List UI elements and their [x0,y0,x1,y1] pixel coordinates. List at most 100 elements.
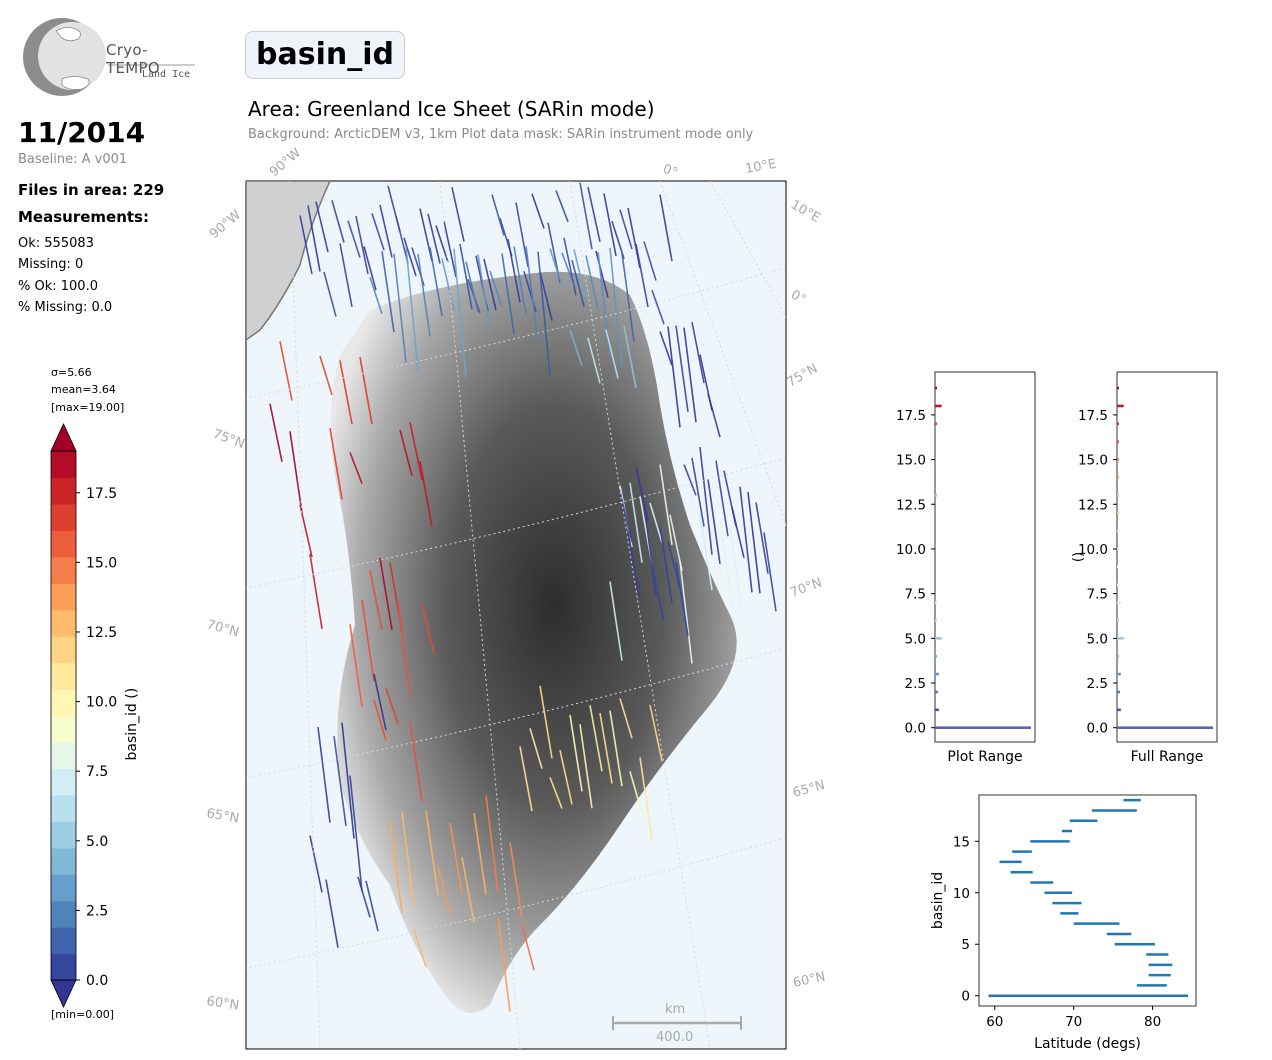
lon-label-10e-side: 10°E [788,197,823,226]
hist-title: Plot Range [947,749,1022,765]
hist-ytick-label: 15.0 [1078,453,1108,469]
hist-ytick-label: 15.0 [896,453,926,469]
colorbar-level [51,901,76,928]
hist-bar [935,726,1031,729]
hist-bar [935,709,939,712]
lon-label-10e-top: 10°E [744,157,777,177]
colorbar-level [51,742,76,769]
hist-ytick-label: 17.5 [1078,408,1108,424]
hist-bar [1117,494,1119,497]
colorbar-level [51,477,76,504]
hist-ytick-label: 0.0 [905,721,926,737]
colorbar-level [51,689,76,716]
hist-bar [935,637,942,640]
hist-frame [1117,372,1217,742]
colorbar-level [51,451,76,478]
hist-bar [935,405,942,408]
colorbar-level [51,768,76,795]
hist-bar [1117,619,1119,622]
lat-label-70-right: 70°N [788,575,824,600]
hist-bar [1117,709,1121,712]
hist-ytick-label: 7.5 [905,587,926,603]
lat-label-60-right: 60°N [792,969,827,990]
baseline: Baseline: A v001 [18,152,127,167]
latplot-xtick-label: 70 [1065,1014,1082,1030]
hist-bar [935,691,938,694]
lat-label-65-right: 65°N [791,778,827,801]
hist-bar [1117,548,1119,551]
background-note: Background: ArcticDEM v3, 1km Plot data … [248,127,753,142]
scale-unit: km [665,1002,685,1017]
logo-subtitle: Land Ice [142,69,190,80]
hist-bar [935,387,937,390]
latplot-xtick-label: 80 [1144,1014,1161,1030]
hist-bar [1117,566,1119,569]
hist-bar [1117,476,1119,479]
colorbar-tick-label: 7.5 [86,764,108,780]
colorbar-tick-label: 10.0 [86,695,117,711]
latplot-xlabel: Latitude (degs) [1034,1036,1141,1052]
measurements-label: Measurements: [18,208,149,226]
hist-bar [1117,512,1119,515]
hist-bar [935,655,937,658]
hist-bar [1117,726,1213,729]
colorbar-sigma: σ=5.66 [51,366,92,379]
scale-value: 400.0 [656,1030,693,1045]
logo: Cryo-TEMPO Land Ice [18,17,198,99]
hist-bar [935,601,937,604]
colorbar-level [51,848,76,875]
colorbar-extend-max [51,424,76,451]
hist-frame [935,372,1035,742]
hist-bar [1117,673,1121,676]
hist-ytick-label: 12.5 [896,497,926,513]
lat-label-60: 60°N [205,994,240,1013]
hist-ytick-label: 17.5 [896,408,926,424]
latplot-ytick-label: 5 [961,937,970,953]
colorbar-tick-label: 5.0 [86,834,108,850]
colorbar-level [51,530,76,557]
colorbar-extend-min [51,980,76,1007]
lat-label-70: 70°N [205,617,241,640]
hist-ytick-label: 12.5 [1078,497,1108,513]
lon-label-0-top: 0° [661,162,680,181]
lat-label-75-right: 75°N [785,361,821,390]
colorbar-level [51,821,76,848]
hist-ytick-label: 2.5 [1087,676,1108,692]
hist-bar [1117,530,1119,533]
hist-bar [1117,655,1119,658]
colorbar-tick-label: 15.0 [86,555,117,571]
colorbar-tick-label: 0.0 [86,973,108,989]
hist-bar [935,423,937,426]
hist-ytick-label: 0.0 [1087,721,1108,737]
plot-range-histogram: 0.0 2.5 5.0 7.5 10.0 12.5 15.0 17.5 Plot Range [880,362,1060,772]
hist-ytick-label: 2.5 [905,676,926,692]
colorbar-tick-label: 2.5 [86,903,108,919]
hist-bar [1117,405,1124,408]
latplot-ytick-label: 10 [953,886,970,902]
hist-ytick-label: 5.0 [905,631,926,647]
colorbar-level [51,795,76,822]
hist-bar [1117,458,1119,461]
hist-bar [1117,637,1124,640]
colorbar-label: basin_id () [124,688,140,761]
hist-bar [935,494,937,497]
hist-bar [935,673,939,676]
hist-bar [935,619,937,622]
hist-bar [1117,601,1121,604]
hist-bar [1117,583,1119,586]
hist-bar [1117,387,1119,390]
date: 11/2014 [18,116,145,149]
colorbar-level [51,927,76,954]
hist-bar [1117,423,1119,426]
latplot-ytick-label: 15 [953,834,970,850]
lon-label-0-side: 0° [788,287,808,307]
latplot-ylabel: basin_id [930,872,946,929]
colorbar-level [51,557,76,584]
colorbar-level [51,954,76,981]
colorbar-level [51,504,76,531]
colorbar-tick-label: 12.5 [86,625,117,641]
colorbar: 0.02.55.07.510.012.515.017.5basin_id () [40,420,160,1020]
map: 75°N 70°N 65°N 60°N 75°N 70°N 65°N 60°N … [190,145,850,1055]
colorbar-mean: mean=3.64 [51,383,116,396]
hist-ytick-label: 10.0 [896,542,926,558]
